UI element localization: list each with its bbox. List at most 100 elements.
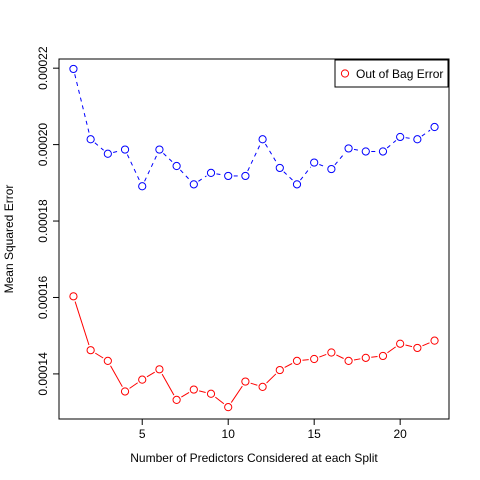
- x-tick-label: 5: [139, 427, 146, 441]
- data-point: [103, 149, 112, 158]
- series-segment: [386, 140, 397, 149]
- series-segment: [422, 342, 430, 347]
- data-point: [172, 161, 181, 171]
- series-segment: [129, 382, 138, 389]
- series-0: [69, 292, 439, 412]
- legend-marker: [340, 69, 350, 78]
- y-tick-label: 0.00016: [36, 275, 50, 319]
- data-point: [327, 164, 336, 174]
- data-point: [275, 365, 284, 375]
- data-point: [241, 171, 250, 181]
- data-point: [189, 385, 198, 394]
- series-segment: [74, 74, 90, 135]
- data-point: [241, 377, 250, 386]
- data-point: [86, 135, 95, 144]
- data-point: [413, 135, 422, 144]
- data-point: [396, 132, 405, 142]
- y-axis: 0.00014 0.00016 0.00018 0.00020 0.00022: [36, 46, 60, 396]
- series-segment: [334, 152, 346, 166]
- series-segment: [144, 154, 158, 182]
- data-point: [258, 382, 267, 391]
- data-point: [310, 158, 319, 167]
- data-point: [292, 180, 302, 189]
- data-point: [430, 122, 439, 132]
- data-point: [310, 354, 319, 364]
- series-segment: [405, 344, 413, 348]
- series-segment: [319, 353, 327, 358]
- data-point: [327, 348, 336, 357]
- series-segment: [421, 129, 431, 137]
- series-layer: [69, 64, 439, 412]
- legend: Out of Bag Error: [334, 59, 449, 88]
- series-segment: [353, 148, 361, 152]
- plot-frame: [58, 58, 450, 420]
- data-point: [69, 292, 78, 301]
- data-point: [361, 353, 370, 362]
- series-segment: [216, 173, 223, 176]
- data-point: [138, 375, 147, 384]
- series-segment: [387, 346, 396, 354]
- series-segment: [302, 359, 309, 361]
- series-segment: [264, 143, 278, 164]
- series-segment: [110, 365, 123, 387]
- y-tick-label: 0.00022: [36, 46, 50, 90]
- y-tick-label: 0.00020: [36, 123, 50, 167]
- series-segment: [198, 175, 207, 182]
- data-point: [430, 336, 439, 345]
- series-segment: [230, 385, 243, 403]
- y-axis-title: Mean Squared Error: [2, 185, 16, 294]
- data-point: [224, 403, 233, 412]
- series-segment: [319, 164, 327, 168]
- data-point: [292, 356, 302, 366]
- data-point: [206, 168, 216, 177]
- data-point: [378, 147, 388, 156]
- data-point: [172, 395, 181, 404]
- series-segment: [74, 301, 90, 346]
- data-point: [413, 343, 422, 353]
- series-segment: [283, 171, 294, 181]
- series-segment: [113, 150, 120, 153]
- series-segment: [199, 390, 206, 393]
- data-point: [69, 64, 78, 74]
- series-segment: [94, 142, 104, 151]
- data-point: [103, 356, 112, 366]
- series-segment: [353, 358, 361, 361]
- data-point: [86, 346, 95, 355]
- series-segment: [300, 166, 312, 181]
- data-point: [120, 387, 130, 396]
- series-segment: [405, 137, 412, 140]
- x-axis-title: Number of Predictors Considered at each …: [130, 451, 378, 465]
- series-segment: [181, 391, 190, 398]
- series-segment: [161, 373, 175, 396]
- series-segment: [247, 144, 261, 172]
- series-1: [69, 64, 439, 191]
- series-segment: [215, 396, 225, 405]
- data-point: [155, 145, 164, 154]
- data-point: [396, 339, 405, 348]
- series-segment: [284, 363, 293, 368]
- data-point: [189, 180, 198, 189]
- x-tick-label: 20: [393, 427, 407, 441]
- series-segment: [371, 356, 378, 358]
- data-point: [258, 135, 267, 144]
- data-point: [378, 351, 388, 361]
- legend-label: Out of Bag Error: [356, 67, 443, 81]
- data-point: [155, 365, 164, 374]
- data-point: [138, 182, 147, 191]
- data-point: [361, 147, 370, 156]
- data-point: [344, 144, 353, 153]
- data-point: [344, 356, 353, 366]
- x-tick-label: 15: [308, 427, 322, 441]
- y-tick-label: 0.00018: [36, 199, 50, 243]
- series-segment: [146, 371, 155, 378]
- legend-box: [334, 59, 449, 88]
- x-tick-label: 10: [222, 427, 236, 441]
- series-segment: [95, 352, 104, 359]
- series-segment: [250, 382, 258, 386]
- series-segment: [266, 373, 277, 384]
- data-point: [120, 145, 130, 154]
- series-segment: [163, 153, 173, 163]
- x-axis: 5 10 15 20: [139, 418, 407, 441]
- y-tick-label: 0.00014: [36, 352, 50, 396]
